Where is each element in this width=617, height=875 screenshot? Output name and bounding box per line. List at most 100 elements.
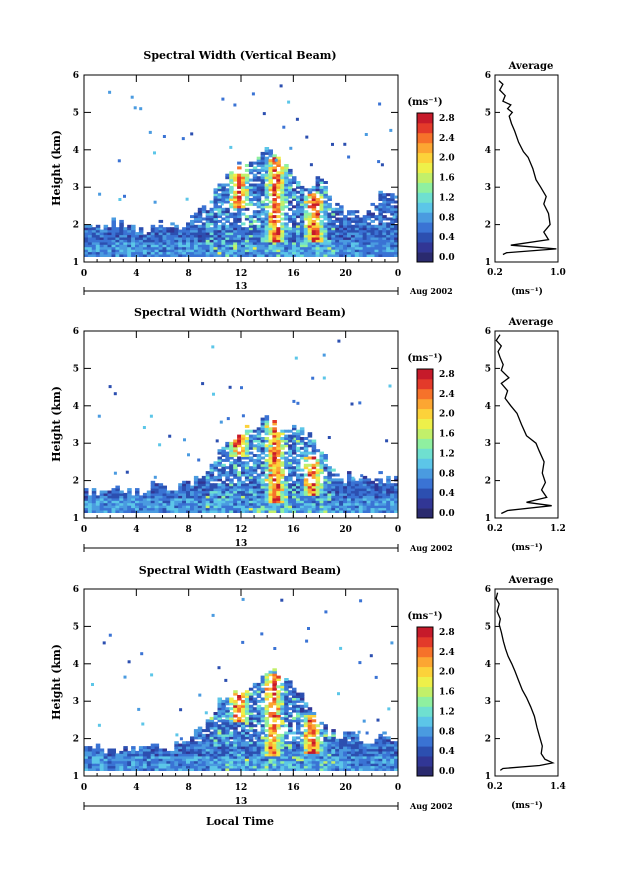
heatmap-cell <box>244 176 250 180</box>
heatmap-cell <box>217 200 222 204</box>
heatmap-cell <box>213 726 218 730</box>
average-y-tick-label: 6 <box>485 71 491 81</box>
average-x-tick-label: 1.2 <box>550 524 566 534</box>
heatmap-cell <box>119 219 124 223</box>
heatmap-cell <box>107 232 112 236</box>
heatmap-cell <box>327 736 332 740</box>
heatmap-cell <box>233 750 238 754</box>
heatmap-cell <box>272 505 277 509</box>
heatmap-cell <box>252 497 258 501</box>
heatmap-cell <box>280 171 285 175</box>
heatmap-cell <box>315 741 321 745</box>
heatmap-cell <box>158 763 164 767</box>
heatmap-cell <box>386 241 391 245</box>
heatmap-cell <box>280 205 285 209</box>
heatmap-cell <box>209 222 215 226</box>
heatmap-cell <box>284 244 289 248</box>
heatmap-cell <box>186 490 191 494</box>
heatmap-cell <box>264 166 270 170</box>
heatmap-cell <box>256 236 262 240</box>
heatmap-cell <box>154 239 160 243</box>
heatmap-cell <box>280 748 285 752</box>
heatmap-cell <box>272 682 277 686</box>
heatmap-cell <box>205 488 211 492</box>
heatmap-cell <box>260 429 266 433</box>
heatmap-cell <box>343 753 348 757</box>
colorbar-swatch <box>417 122 433 134</box>
heatmap-cell <box>280 198 285 201</box>
heatmap-cell <box>260 748 266 752</box>
heatmap-cell <box>335 763 340 767</box>
heatmap-cell <box>229 466 234 470</box>
heatmap-cell <box>292 497 297 501</box>
heatmap-cell <box>99 510 105 513</box>
heatmap-cell <box>366 249 372 253</box>
heatmap-cell <box>217 219 222 223</box>
heatmap-cell <box>99 505 105 509</box>
heatmap-cell <box>225 217 230 221</box>
heatmap-cell <box>209 241 215 245</box>
heatmap-cell <box>386 244 391 248</box>
heatmap-cell <box>303 488 309 492</box>
heatmap-cell <box>366 215 372 219</box>
heatmap-cell <box>221 232 226 236</box>
heatmap-cell <box>307 244 313 248</box>
heatmap-cell <box>217 475 222 479</box>
heatmap-cell <box>146 507 152 511</box>
heatmap-cell <box>256 229 262 233</box>
heatmap-cell <box>264 215 270 219</box>
heatmap-cell <box>327 202 332 206</box>
y-axis-label: Height (km) <box>50 644 63 720</box>
heatmap-cell <box>284 746 289 750</box>
heatmap-cell <box>339 510 344 513</box>
heatmap-cell <box>276 188 281 192</box>
heatmap-cell <box>162 510 167 513</box>
heatmap-cell <box>390 249 395 253</box>
heatmap-cell <box>307 471 313 475</box>
heatmap-cell <box>299 468 305 472</box>
heatmap-cell <box>225 458 230 462</box>
heatmap-cell <box>252 241 258 245</box>
heatmap-cell <box>276 765 281 769</box>
heatmap-cell <box>95 510 101 513</box>
heatmap-cell <box>256 215 262 219</box>
heatmap-cell <box>186 222 191 226</box>
heatmap-cell <box>233 178 238 182</box>
heatmap-cell <box>296 748 301 752</box>
heatmap-cell <box>213 244 218 248</box>
heatmap-cell <box>327 215 332 219</box>
heatmap-cell <box>150 227 156 231</box>
heatmap-cell <box>299 741 305 745</box>
heatmap-cell <box>268 219 273 223</box>
heatmap-cell <box>276 702 281 706</box>
heatmap-cell <box>162 490 167 494</box>
heatmap-cell <box>358 244 364 248</box>
heatmap-cell <box>91 241 97 245</box>
heatmap-cell <box>292 746 297 750</box>
heatmap-cell <box>392 215 396 219</box>
heatmap-cell <box>205 750 211 754</box>
heatmap-cell <box>221 183 226 187</box>
heatmap-cell <box>256 427 262 431</box>
heatmap-cell <box>197 224 203 228</box>
heatmap-cell <box>280 456 285 460</box>
heatmap-cell <box>264 729 270 733</box>
heatmap-cell <box>358 502 364 506</box>
heatmap-cell <box>378 743 383 747</box>
heatmap-cell <box>84 768 89 771</box>
heatmap-cell <box>146 502 152 506</box>
heatmap-cell <box>307 222 313 226</box>
heatmap-cell <box>256 690 262 694</box>
heatmap-cell <box>131 500 136 504</box>
heatmap-cell <box>256 473 262 477</box>
heatmap-cell <box>190 215 195 219</box>
heatmap-cell <box>217 229 222 233</box>
heatmap-cell <box>307 251 313 255</box>
heatmap-cell <box>225 748 230 752</box>
heatmap-cell <box>276 502 281 506</box>
heatmap-cell <box>138 758 144 762</box>
heatmap-cell <box>374 758 379 762</box>
heatmap-cell <box>256 488 262 492</box>
heatmap-cell <box>296 475 301 479</box>
heatmap-cells <box>84 339 398 513</box>
